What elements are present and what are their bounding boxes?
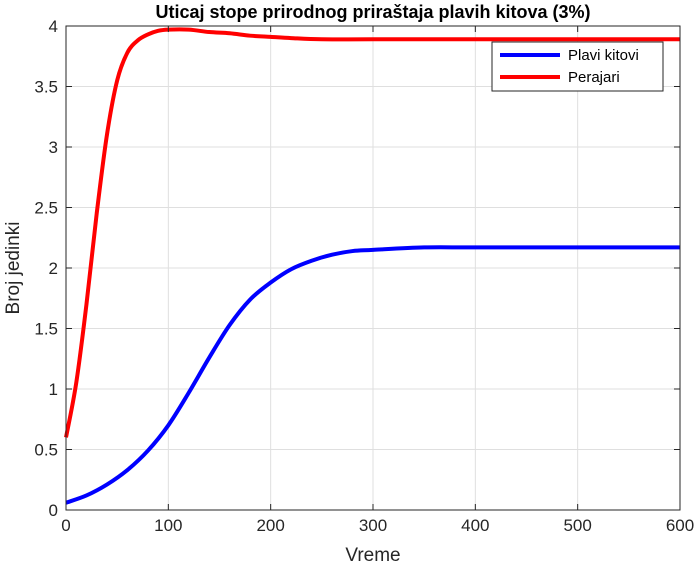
- y-tick-label: 1.5: [34, 320, 58, 339]
- legend-label: Perajari: [568, 69, 620, 86]
- x-tick-label: 0: [61, 516, 70, 535]
- chart-title: Uticaj stope prirodnog priraštaja plavih…: [155, 2, 590, 22]
- y-tick-label: 0.5: [34, 441, 58, 460]
- y-axis-label: Broj jedinki: [3, 222, 24, 315]
- y-tick-label: 4: [49, 17, 58, 36]
- series-group: [64, 27, 680, 505]
- y-tick-label: 2: [49, 259, 58, 278]
- y-tick-label: 3.5: [34, 78, 58, 97]
- series-line-0: [65, 245, 680, 505]
- x-axis-label: Vreme: [345, 545, 400, 566]
- x-tick-label: 500: [563, 516, 591, 535]
- series-line-1: [64, 27, 680, 438]
- grid-lines: [65, 25, 681, 511]
- tick-marks: [65, 25, 681, 511]
- y-tick-label: 2.5: [34, 199, 58, 218]
- x-tick-label: 100: [154, 516, 182, 535]
- legend-label: Plavi kitovi: [568, 47, 639, 64]
- x-tick-label: 200: [256, 516, 284, 535]
- x-tick-label: 300: [359, 516, 387, 535]
- x-tick-label: 400: [461, 516, 489, 535]
- x-tick-label: 600: [666, 516, 694, 535]
- y-tick-label: 1: [49, 380, 58, 399]
- y-tick-label: 0: [49, 501, 58, 520]
- legend: Plavi kitovi Perajari: [491, 41, 664, 92]
- legend-box: [491, 41, 664, 92]
- y-tick-label: 3: [49, 138, 58, 157]
